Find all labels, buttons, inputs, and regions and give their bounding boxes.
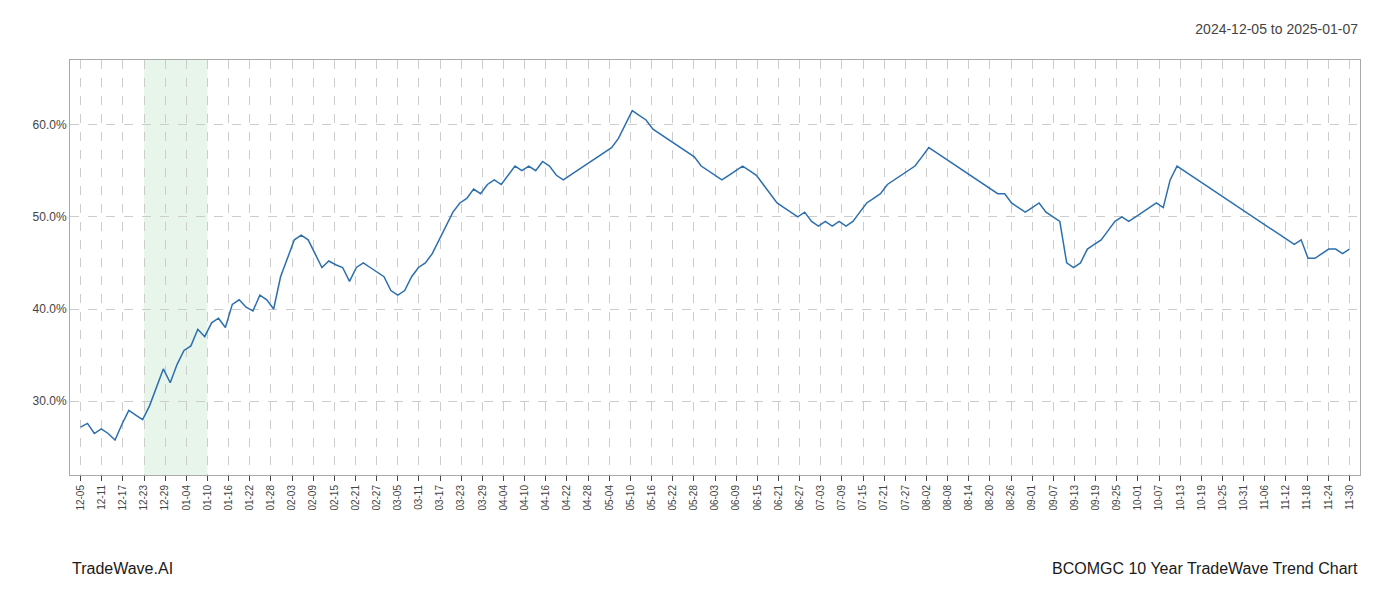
svg-text:08-08: 08-08 — [942, 485, 953, 511]
svg-text:08-26: 08-26 — [1005, 485, 1016, 511]
svg-text:03-05: 03-05 — [392, 485, 403, 511]
svg-text:12-17: 12-17 — [117, 485, 128, 511]
svg-text:01-04: 01-04 — [181, 485, 192, 511]
svg-text:04-10: 04-10 — [519, 485, 530, 511]
svg-text:05-04: 05-04 — [604, 485, 615, 511]
svg-text:10-25: 10-25 — [1217, 485, 1228, 511]
svg-text:07-09: 07-09 — [836, 485, 847, 511]
svg-text:02-03: 02-03 — [286, 485, 297, 511]
svg-text:12-23: 12-23 — [138, 485, 149, 511]
svg-text:11-06: 11-06 — [1259, 485, 1270, 510]
svg-text:02-09: 02-09 — [307, 485, 318, 511]
svg-text:12-05: 12-05 — [75, 485, 86, 511]
svg-text:01-22: 01-22 — [244, 485, 255, 511]
svg-text:08-14: 08-14 — [963, 485, 974, 511]
svg-text:12-29: 12-29 — [159, 485, 170, 511]
svg-text:11-12: 11-12 — [1280, 485, 1291, 510]
svg-text:10-31: 10-31 — [1238, 485, 1249, 511]
svg-text:50.0%: 50.0% — [33, 210, 67, 224]
svg-text:12-11: 12-11 — [96, 485, 107, 510]
svg-text:BCOMGC 10 Year TradeWave Trend: BCOMGC 10 Year TradeWave Trend Chart — [1052, 560, 1358, 577]
svg-text:11-18: 11-18 — [1301, 485, 1312, 510]
svg-text:2024-12-05 to 2025-01-07: 2024-12-05 to 2025-01-07 — [1195, 21, 1358, 37]
svg-text:09-25: 09-25 — [1111, 485, 1122, 511]
svg-text:09-07: 09-07 — [1048, 485, 1059, 511]
svg-text:07-03: 07-03 — [815, 485, 826, 511]
svg-text:01-16: 01-16 — [223, 485, 234, 511]
svg-text:08-02: 08-02 — [921, 485, 932, 511]
svg-text:10-01: 10-01 — [1132, 485, 1143, 511]
svg-text:02-21: 02-21 — [350, 485, 361, 511]
svg-text:03-29: 03-29 — [477, 485, 488, 511]
svg-text:07-27: 07-27 — [900, 485, 911, 511]
svg-text:11-24: 11-24 — [1323, 485, 1334, 510]
svg-text:10-19: 10-19 — [1196, 485, 1207, 511]
svg-text:01-10: 01-10 — [202, 485, 213, 511]
svg-text:40.0%: 40.0% — [33, 302, 67, 316]
svg-text:04-28: 04-28 — [582, 485, 593, 511]
svg-text:09-19: 09-19 — [1090, 485, 1101, 511]
svg-text:10-07: 10-07 — [1153, 485, 1164, 511]
svg-text:09-01: 09-01 — [1026, 485, 1037, 511]
svg-text:09-13: 09-13 — [1069, 485, 1080, 511]
svg-text:01-28: 01-28 — [265, 485, 276, 511]
svg-text:10-13: 10-13 — [1175, 485, 1186, 511]
svg-text:05-16: 05-16 — [646, 485, 657, 511]
svg-text:06-03: 06-03 — [709, 485, 720, 511]
svg-text:02-27: 02-27 — [371, 485, 382, 511]
svg-text:05-10: 05-10 — [625, 485, 636, 511]
svg-text:60.0%: 60.0% — [33, 118, 67, 132]
svg-text:05-22: 05-22 — [667, 485, 678, 511]
svg-text:08-20: 08-20 — [984, 485, 995, 511]
svg-text:03-23: 03-23 — [455, 485, 466, 511]
svg-text:07-15: 07-15 — [857, 485, 868, 511]
svg-text:04-16: 04-16 — [540, 485, 551, 511]
svg-text:30.0%: 30.0% — [33, 394, 67, 408]
svg-text:TradeWave.AI: TradeWave.AI — [72, 560, 173, 577]
svg-text:07-21: 07-21 — [878, 485, 889, 511]
svg-text:03-11: 03-11 — [413, 485, 424, 510]
svg-text:05-28: 05-28 — [688, 485, 699, 511]
svg-text:04-22: 04-22 — [561, 485, 572, 511]
svg-text:06-21: 06-21 — [773, 485, 784, 511]
svg-text:04-04: 04-04 — [498, 485, 509, 511]
svg-text:06-09: 06-09 — [730, 485, 741, 511]
svg-text:03-17: 03-17 — [434, 485, 445, 511]
svg-text:06-15: 06-15 — [752, 485, 763, 511]
svg-text:11-30: 11-30 — [1344, 485, 1355, 510]
svg-text:06-27: 06-27 — [794, 485, 805, 511]
svg-text:02-15: 02-15 — [329, 485, 340, 511]
